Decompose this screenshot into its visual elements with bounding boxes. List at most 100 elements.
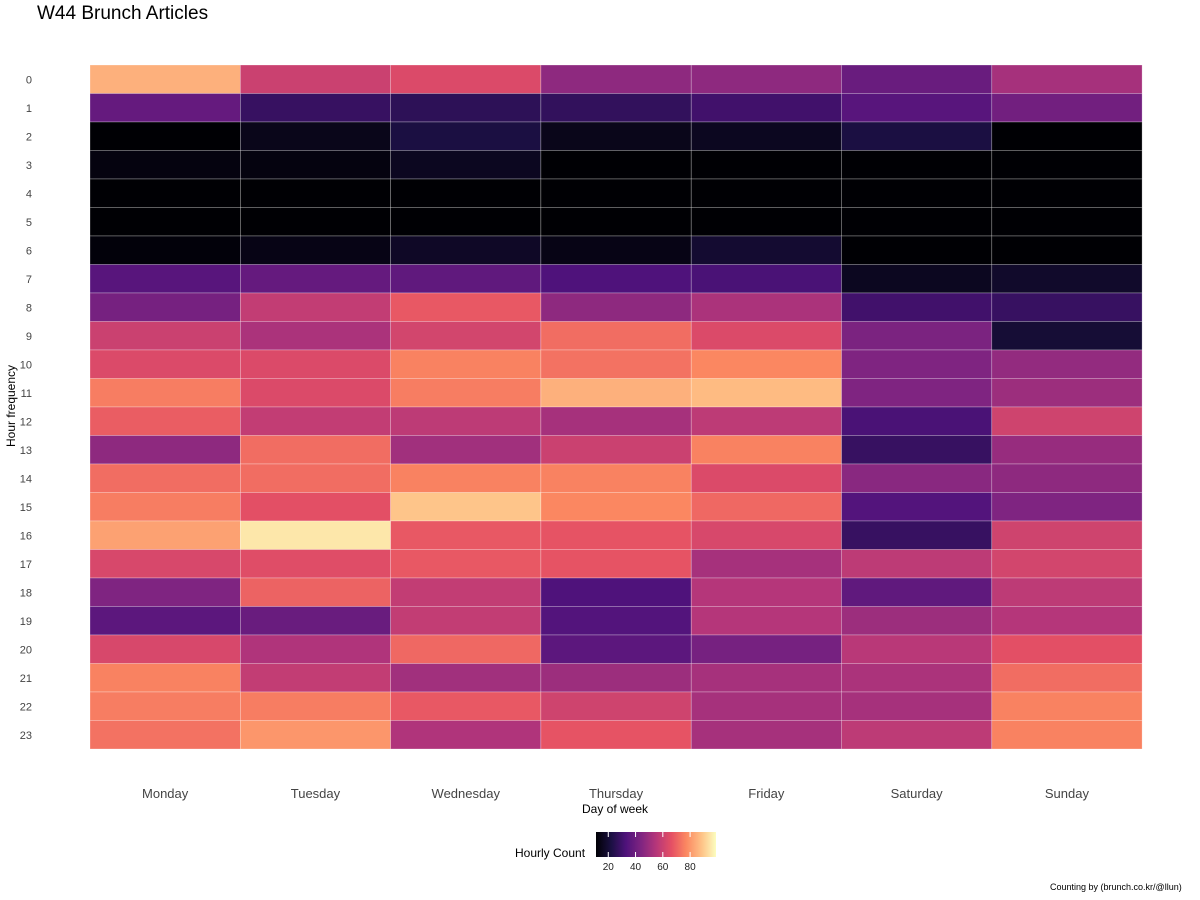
heatmap-cell bbox=[991, 292, 1143, 322]
x-tick-label: Saturday bbox=[891, 786, 944, 801]
heatmap-cell bbox=[540, 492, 692, 522]
heatmap-cell bbox=[540, 264, 692, 294]
heatmap-cell bbox=[991, 691, 1143, 721]
heatmap-cell bbox=[540, 663, 692, 693]
heatmap-cell bbox=[841, 663, 993, 693]
heatmap-cell bbox=[240, 577, 391, 607]
y-tick-label: 3 bbox=[26, 160, 32, 172]
caption: Counting by (brunch.co.kr/@llun) bbox=[1050, 882, 1182, 892]
heatmap-cell bbox=[240, 549, 391, 579]
heatmap-cell bbox=[240, 321, 391, 351]
heatmap-cell bbox=[991, 577, 1143, 607]
y-tick-label: 1 bbox=[26, 103, 32, 115]
heatmap-cell bbox=[841, 435, 993, 465]
heatmap-cell bbox=[89, 93, 241, 123]
heatmap-cell bbox=[240, 93, 391, 123]
heatmap-cell bbox=[841, 292, 993, 322]
heatmap-cell bbox=[841, 64, 993, 94]
heatmap-cell bbox=[240, 634, 391, 664]
x-axis-label: Day of week bbox=[582, 802, 649, 816]
heatmap-cell bbox=[540, 178, 692, 208]
heatmap-cell bbox=[540, 577, 692, 607]
heatmap-cell bbox=[89, 321, 241, 351]
heatmap-cell bbox=[690, 292, 842, 322]
heatmap-cell bbox=[390, 577, 542, 607]
heatmap-cell bbox=[991, 435, 1143, 465]
heatmap-cell bbox=[89, 606, 241, 636]
heatmap-cell bbox=[841, 178, 993, 208]
heatmap-cell bbox=[841, 207, 993, 237]
heatmap-cell bbox=[841, 93, 993, 123]
heatmap-cell bbox=[390, 406, 542, 436]
heatmap-cell bbox=[240, 463, 391, 493]
x-tick-label: Thursday bbox=[589, 786, 644, 801]
y-tick-label: 18 bbox=[20, 587, 32, 599]
heatmap-cell bbox=[390, 463, 542, 493]
heatmap-cell bbox=[991, 207, 1143, 237]
y-tick-label: 15 bbox=[20, 502, 32, 514]
heatmap-cell bbox=[390, 207, 542, 237]
heatmap-cell bbox=[240, 435, 391, 465]
heatmap-cell bbox=[540, 349, 692, 379]
heatmap-cell bbox=[690, 93, 842, 123]
heatmap-cell bbox=[89, 691, 241, 721]
heatmap-cell bbox=[841, 378, 993, 408]
heatmap-cell bbox=[89, 207, 241, 237]
heatmap-cell bbox=[390, 663, 542, 693]
colorbar-tick-label: 80 bbox=[685, 862, 697, 873]
heatmap-cell bbox=[841, 235, 993, 265]
heatmap-cell bbox=[540, 64, 692, 94]
heatmap-cell bbox=[690, 720, 842, 750]
heatmap-cell bbox=[690, 492, 842, 522]
y-tick-label: 5 bbox=[26, 217, 32, 229]
heatmap-cell bbox=[390, 492, 542, 522]
heatmap-cell bbox=[89, 121, 241, 151]
heatmap-cell bbox=[240, 207, 391, 237]
heatmap-cell bbox=[89, 577, 241, 607]
heatmap-cell bbox=[540, 463, 692, 493]
x-tick-label: Wednesday bbox=[432, 786, 501, 801]
heatmap-cell bbox=[540, 720, 692, 750]
heatmap-cell bbox=[540, 378, 692, 408]
heatmap-cell bbox=[690, 207, 842, 237]
colorbar bbox=[596, 832, 716, 857]
heatmap-cell bbox=[690, 634, 842, 664]
heatmap-cell bbox=[89, 549, 241, 579]
heatmap-cell bbox=[89, 150, 241, 180]
x-tick-labels: Monday Tuesday Wednesday Thursday Friday Satu… bbox=[142, 786, 1089, 801]
x-tick-label: Tuesday bbox=[291, 786, 341, 801]
heatmap-cell bbox=[240, 150, 391, 180]
heatmap-cell bbox=[841, 606, 993, 636]
heatmap-cell bbox=[240, 720, 391, 750]
heatmap-cell bbox=[690, 606, 842, 636]
heatmap-cell bbox=[89, 520, 241, 550]
heatmap-cell bbox=[240, 292, 391, 322]
heatmap-cell bbox=[390, 235, 542, 265]
heatmap-cell bbox=[690, 349, 842, 379]
heatmap-cell bbox=[690, 463, 842, 493]
heatmap-cell bbox=[240, 406, 391, 436]
heatmap-cell bbox=[841, 720, 993, 750]
heatmap-cell bbox=[89, 235, 241, 265]
heatmap-cell bbox=[841, 321, 993, 351]
heatmap-cell bbox=[991, 349, 1143, 379]
heatmap-cell bbox=[540, 606, 692, 636]
x-tick-label: Friday bbox=[748, 786, 785, 801]
heatmap-cell bbox=[240, 606, 391, 636]
heatmap-cell bbox=[390, 720, 542, 750]
heatmap-cell bbox=[240, 663, 391, 693]
heatmap-cell bbox=[540, 549, 692, 579]
heatmap-cell bbox=[540, 93, 692, 123]
heatmap-cell bbox=[390, 121, 542, 151]
heatmap-cell bbox=[540, 292, 692, 322]
y-tick-label: 22 bbox=[20, 701, 32, 713]
heatmap-cell bbox=[991, 549, 1143, 579]
heatmap-cell bbox=[991, 720, 1143, 750]
y-tick-label: 9 bbox=[26, 331, 32, 343]
heatmap-cell bbox=[89, 64, 241, 94]
y-tick-label: 17 bbox=[20, 559, 32, 571]
heatmap-cell bbox=[991, 663, 1143, 693]
heatmap-cell bbox=[89, 492, 241, 522]
heatmap-cell bbox=[390, 691, 542, 721]
